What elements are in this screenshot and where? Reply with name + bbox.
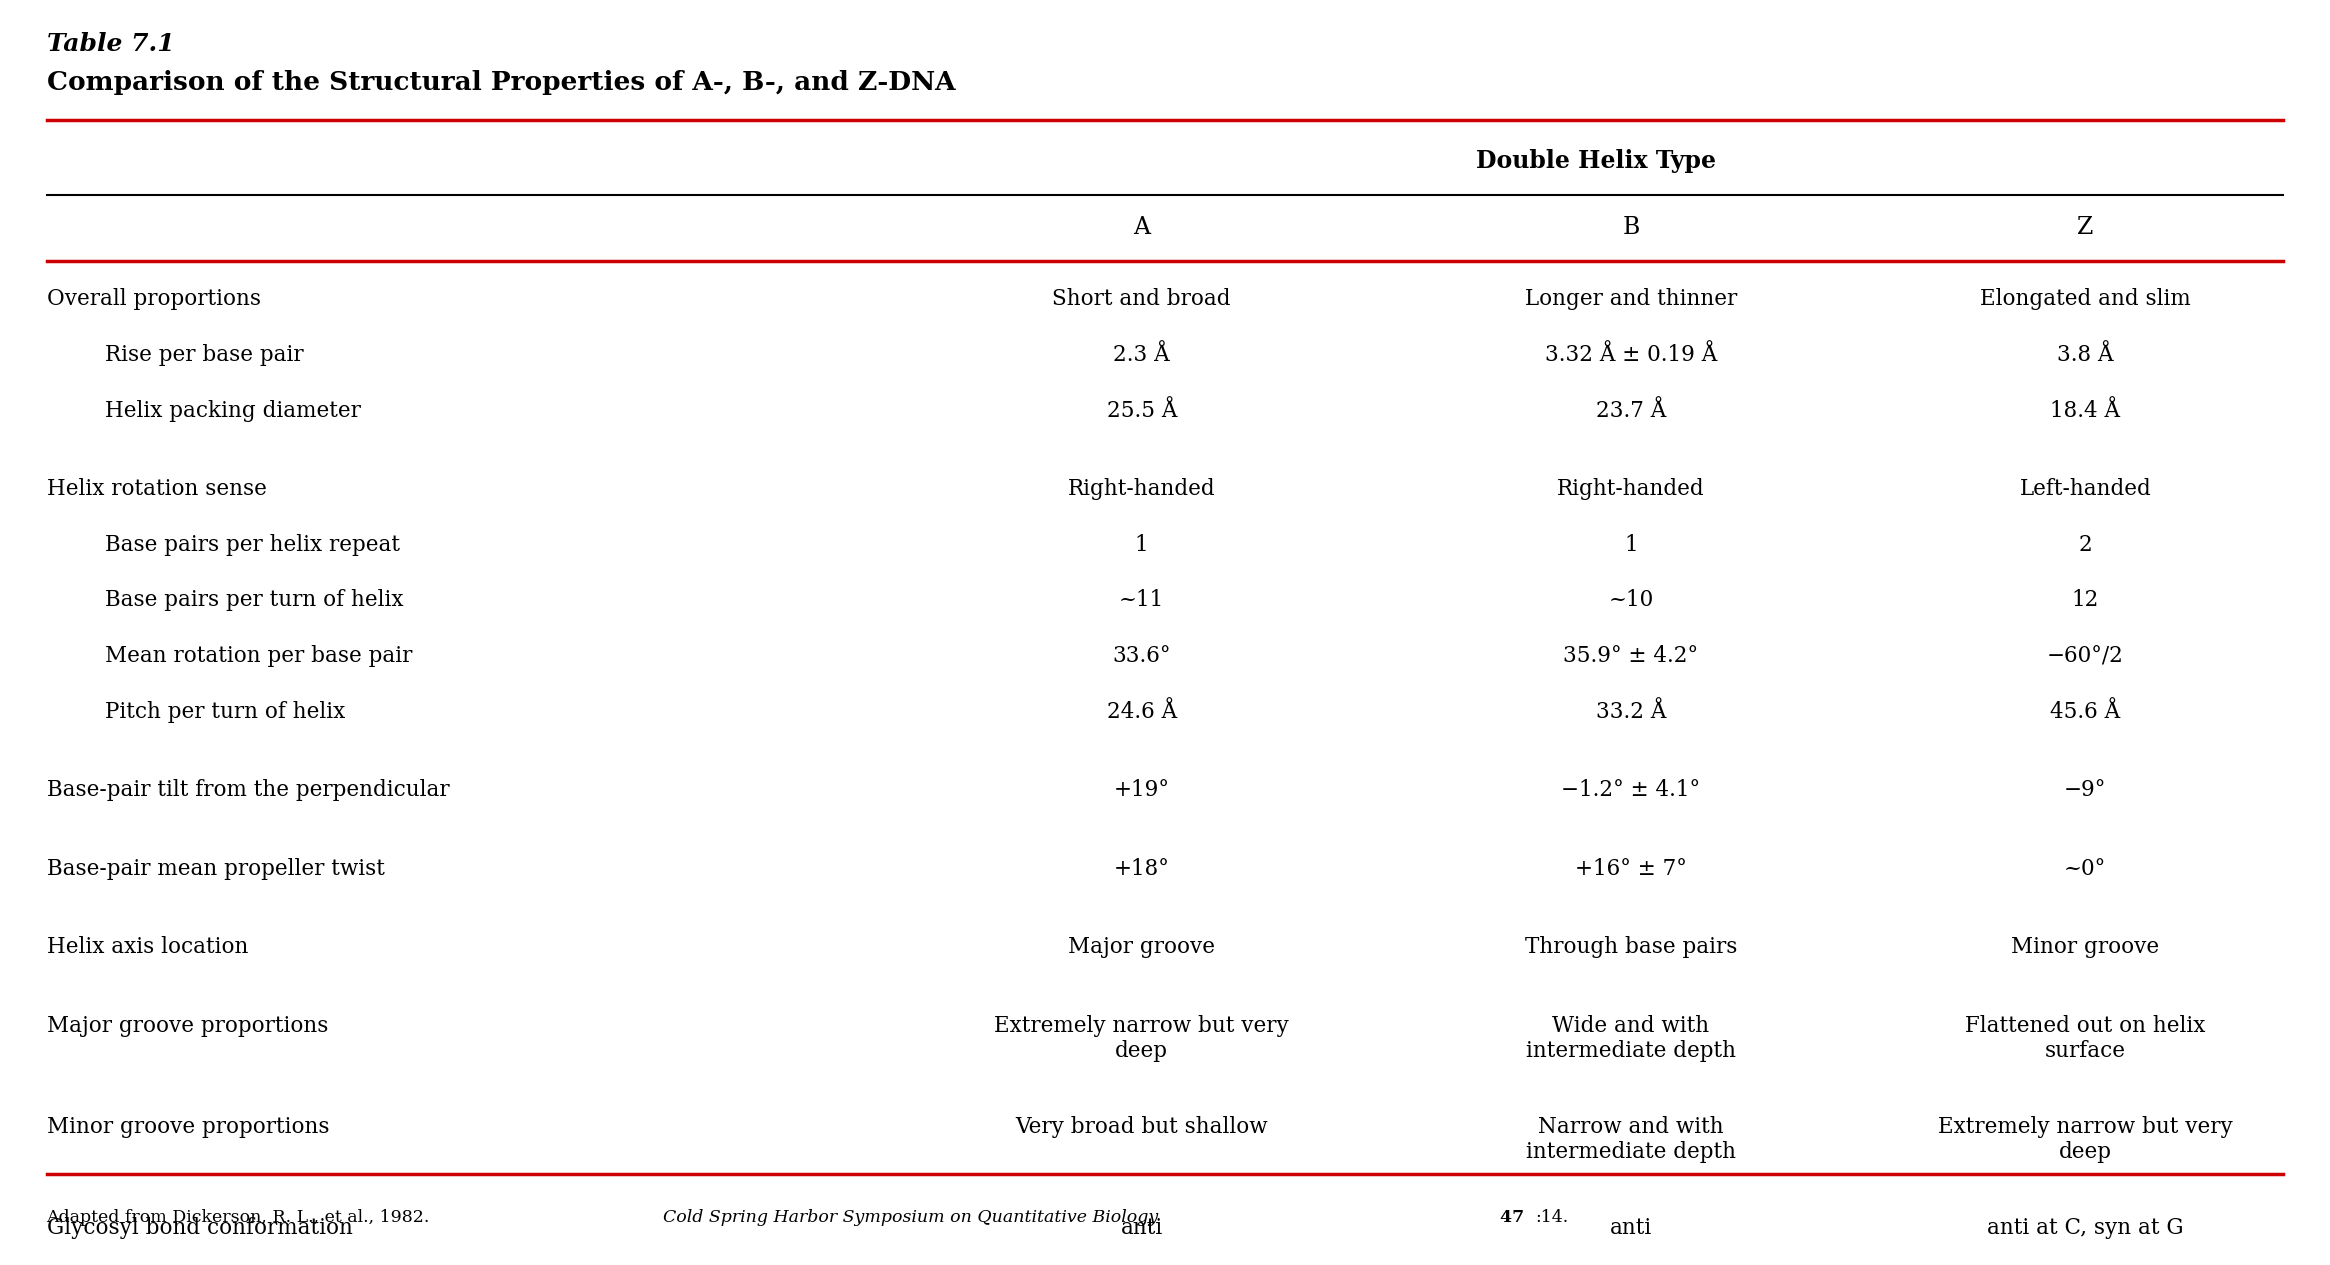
- Text: Right-handed: Right-handed: [1067, 478, 1216, 500]
- Text: Minor groove proportions: Minor groove proportions: [47, 1116, 329, 1137]
- Text: Glycosyl bond conformation: Glycosyl bond conformation: [47, 1217, 352, 1238]
- Text: Comparison of the Structural Properties of A-, B-, and Z-DNA: Comparison of the Structural Properties …: [47, 70, 955, 95]
- Text: Through base pairs: Through base pairs: [1524, 936, 1738, 958]
- Text: +18°: +18°: [1114, 858, 1170, 879]
- Text: Elongated and slim: Elongated and slim: [1980, 288, 2190, 310]
- Text: −1.2° ± 4.1°: −1.2° ± 4.1°: [1561, 779, 1701, 801]
- Text: Short and broad: Short and broad: [1053, 288, 1230, 310]
- Text: Extremely narrow but very
deep: Extremely narrow but very deep: [1939, 1116, 2232, 1163]
- Text: Table 7.1: Table 7.1: [47, 32, 175, 56]
- Text: Helix packing diameter: Helix packing diameter: [105, 400, 361, 421]
- Text: Z: Z: [2078, 216, 2092, 239]
- Text: 24.6 Å: 24.6 Å: [1107, 701, 1177, 722]
- Text: −9°: −9°: [2064, 779, 2106, 801]
- Text: −60°/2: −60°/2: [2048, 645, 2123, 667]
- Text: 3.32 Å ± 0.19 Å: 3.32 Å ± 0.19 Å: [1545, 344, 1717, 366]
- Text: 1: 1: [1135, 534, 1149, 555]
- Text: Base-pair mean propeller twist: Base-pair mean propeller twist: [47, 858, 384, 879]
- Text: Very broad but shallow: Very broad but shallow: [1016, 1116, 1268, 1137]
- Text: Narrow and with
intermediate depth: Narrow and with intermediate depth: [1526, 1116, 1736, 1163]
- Text: Right-handed: Right-handed: [1556, 478, 1706, 500]
- Text: Pitch per turn of helix: Pitch per turn of helix: [105, 701, 345, 722]
- Text: anti at C, syn at G: anti at C, syn at G: [1987, 1217, 2183, 1238]
- Text: Cold Spring Harbor Symposium on Quantitative Biology: Cold Spring Harbor Symposium on Quantita…: [662, 1209, 1158, 1226]
- Text: ~11: ~11: [1118, 589, 1165, 611]
- Text: 35.9° ± 4.2°: 35.9° ± 4.2°: [1563, 645, 1699, 667]
- Text: Left-handed: Left-handed: [2020, 478, 2151, 500]
- Text: anti: anti: [1121, 1217, 1163, 1238]
- Text: 47: 47: [1494, 1209, 1524, 1226]
- Text: Adapted from Dickerson, R. L., et al., 1982.: Adapted from Dickerson, R. L., et al., 1…: [47, 1209, 436, 1226]
- Text: Helix rotation sense: Helix rotation sense: [47, 478, 266, 500]
- Text: A: A: [1132, 216, 1151, 239]
- Text: +16° ± 7°: +16° ± 7°: [1575, 858, 1687, 879]
- Text: ~10: ~10: [1608, 589, 1654, 611]
- Text: 2.3 Å: 2.3 Å: [1114, 344, 1170, 366]
- Text: 23.7 Å: 23.7 Å: [1596, 400, 1666, 421]
- Text: Wide and with
intermediate depth: Wide and with intermediate depth: [1526, 1015, 1736, 1061]
- Text: 33.6°: 33.6°: [1111, 645, 1172, 667]
- Text: Double Helix Type: Double Helix Type: [1475, 149, 1717, 172]
- Text: anti: anti: [1610, 1217, 1652, 1238]
- Text: 25.5 Å: 25.5 Å: [1107, 400, 1177, 421]
- Text: Mean rotation per base pair: Mean rotation per base pair: [105, 645, 412, 667]
- Text: Flattened out on helix
surface: Flattened out on helix surface: [1964, 1015, 2207, 1061]
- Text: Helix axis location: Helix axis location: [47, 936, 247, 958]
- Text: :14.: :14.: [1535, 1209, 1568, 1226]
- Text: 2: 2: [2078, 534, 2092, 555]
- Text: Rise per base pair: Rise per base pair: [105, 344, 303, 366]
- Text: ~0°: ~0°: [2064, 858, 2106, 879]
- Text: 3.8 Å: 3.8 Å: [2057, 344, 2113, 366]
- Text: Longer and thinner: Longer and thinner: [1524, 288, 1738, 310]
- Text: 12: 12: [2071, 589, 2099, 611]
- Text: Base pairs per turn of helix: Base pairs per turn of helix: [105, 589, 403, 611]
- Text: B: B: [1622, 216, 1640, 239]
- Text: +19°: +19°: [1114, 779, 1170, 801]
- Text: Minor groove: Minor groove: [2011, 936, 2160, 958]
- Text: Overall proportions: Overall proportions: [47, 288, 261, 310]
- Text: Extremely narrow but very
deep: Extremely narrow but very deep: [995, 1015, 1288, 1061]
- Text: Major groove proportions: Major groove proportions: [47, 1015, 329, 1036]
- Text: Base pairs per helix repeat: Base pairs per helix repeat: [105, 534, 401, 555]
- Text: 33.2 Å: 33.2 Å: [1596, 701, 1666, 722]
- Text: 18.4 Å: 18.4 Å: [2050, 400, 2120, 421]
- Text: Major groove: Major groove: [1067, 936, 1216, 958]
- Text: Base-pair tilt from the perpendicular: Base-pair tilt from the perpendicular: [47, 779, 450, 801]
- Text: 1: 1: [1624, 534, 1638, 555]
- Text: 45.6 Å: 45.6 Å: [2050, 701, 2120, 722]
